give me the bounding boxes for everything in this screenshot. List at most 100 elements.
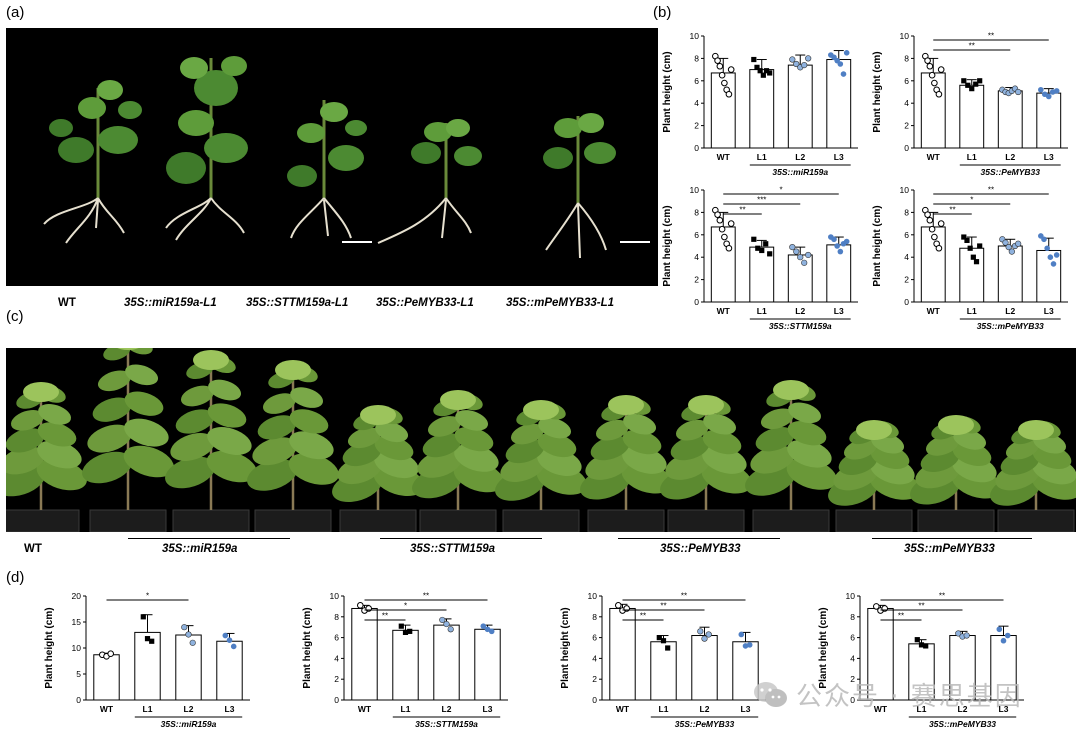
data-point — [357, 602, 364, 609]
plant-leaf-top — [360, 405, 396, 425]
plant-leaf — [206, 450, 257, 483]
data-point — [926, 216, 934, 224]
x-tick-label: L1 — [143, 704, 153, 714]
plant-leaf — [347, 427, 381, 449]
plant-leaf-top — [938, 415, 974, 435]
group-label: 35S::mPeMYB33 — [929, 719, 996, 729]
label-c-mir159a: 35S::miR159a — [162, 543, 238, 555]
data-point — [402, 629, 409, 635]
data-point — [928, 71, 936, 79]
plant-pot — [254, 509, 332, 532]
plant-leaf — [38, 403, 72, 425]
plant-leaf — [123, 445, 174, 478]
x-tick-label: L3 — [225, 704, 235, 714]
plant-leaf — [262, 393, 296, 414]
plant-pot — [667, 509, 745, 532]
data-point — [665, 645, 671, 651]
data-point — [924, 211, 931, 218]
bar — [787, 64, 813, 149]
data-point — [721, 79, 728, 87]
bar — [990, 635, 1017, 701]
plant — [580, 395, 672, 532]
data-point — [1008, 248, 1015, 255]
data-point — [767, 70, 773, 76]
y-tick-label: 5 — [76, 669, 81, 679]
y-axis-label: Plant height (cm) — [662, 51, 673, 132]
data-point — [843, 50, 850, 56]
plant-leaf — [510, 423, 544, 445]
seedling-wt — [43, 80, 142, 244]
x-tick-label: L3 — [834, 152, 844, 162]
y-tick-label: 6 — [592, 633, 597, 643]
bar — [392, 629, 419, 701]
y-axis-label: Plant height (cm) — [44, 607, 55, 688]
y-tick-label: 4 — [694, 98, 699, 108]
data-point — [937, 220, 945, 227]
plant-leaf — [6, 446, 45, 475]
plant-leaf — [702, 429, 742, 455]
panel-label-c: (c) — [6, 308, 24, 325]
data-point — [789, 56, 796, 63]
plant-leaf — [787, 421, 827, 446]
x-tick-label: L1 — [401, 704, 411, 714]
plant — [6, 382, 87, 532]
data-point — [447, 626, 454, 633]
x-tick-label: WT — [616, 704, 630, 714]
plant-leaf — [787, 439, 832, 468]
data-point — [840, 71, 847, 77]
x-tick-label: L3 — [999, 704, 1009, 714]
data-point — [924, 57, 931, 64]
x-tick-label: WT — [717, 306, 731, 316]
plant-pot — [917, 509, 995, 532]
data-point — [716, 62, 724, 70]
significance-label: ** — [640, 612, 646, 621]
y-tick-label: 6 — [694, 230, 699, 240]
watermark-text: 公众号 · 赛思基因 — [796, 682, 1023, 712]
x-tick-label: L1 — [757, 152, 767, 162]
plant-leaf — [505, 438, 545, 464]
plant-leaf — [622, 429, 662, 455]
plant-leaf — [165, 456, 216, 489]
plant-leaf — [82, 451, 133, 484]
data-point — [928, 225, 936, 233]
y-tick-label: 0 — [694, 143, 699, 153]
bar — [787, 254, 813, 303]
plant-leaf — [590, 435, 630, 461]
group-label: 35S::STTM159a — [415, 719, 478, 729]
y-axis-label: Plant height (cm) — [872, 205, 883, 286]
y-tick-label: 6 — [694, 76, 699, 86]
y-tick-label: 6 — [904, 230, 909, 240]
data-point — [1015, 88, 1022, 96]
bar — [433, 624, 460, 701]
plant-leaf — [252, 437, 297, 466]
data-point — [763, 68, 770, 74]
x-tick-label: L1 — [917, 704, 927, 714]
x-tick-label: L2 — [1005, 152, 1015, 162]
y-tick-label: 20 — [72, 591, 82, 601]
data-point — [140, 614, 146, 620]
significance-label: ** — [918, 602, 924, 611]
data-point — [834, 243, 840, 249]
data-point — [226, 637, 233, 643]
data-point — [805, 55, 812, 62]
bar — [691, 635, 718, 701]
x-tick-label: WT — [927, 306, 941, 316]
plant-leaf-top — [688, 395, 724, 415]
data-point — [189, 639, 196, 646]
x-tick-label: L2 — [700, 704, 710, 714]
watermark: 公众号 · 赛思基因 — [752, 676, 1023, 713]
data-point — [488, 628, 495, 635]
bar — [474, 628, 501, 701]
data-point — [1047, 254, 1054, 260]
plant-leaf-top — [275, 360, 311, 380]
panel-label-b: (b) — [653, 4, 672, 21]
plant — [828, 420, 920, 532]
data-point — [923, 643, 929, 649]
group-label: 35S::PeMYB33 — [675, 719, 735, 729]
data-point — [969, 86, 975, 92]
bar — [908, 643, 935, 701]
plant-leaf — [10, 409, 44, 431]
plant-leaf — [788, 402, 822, 424]
